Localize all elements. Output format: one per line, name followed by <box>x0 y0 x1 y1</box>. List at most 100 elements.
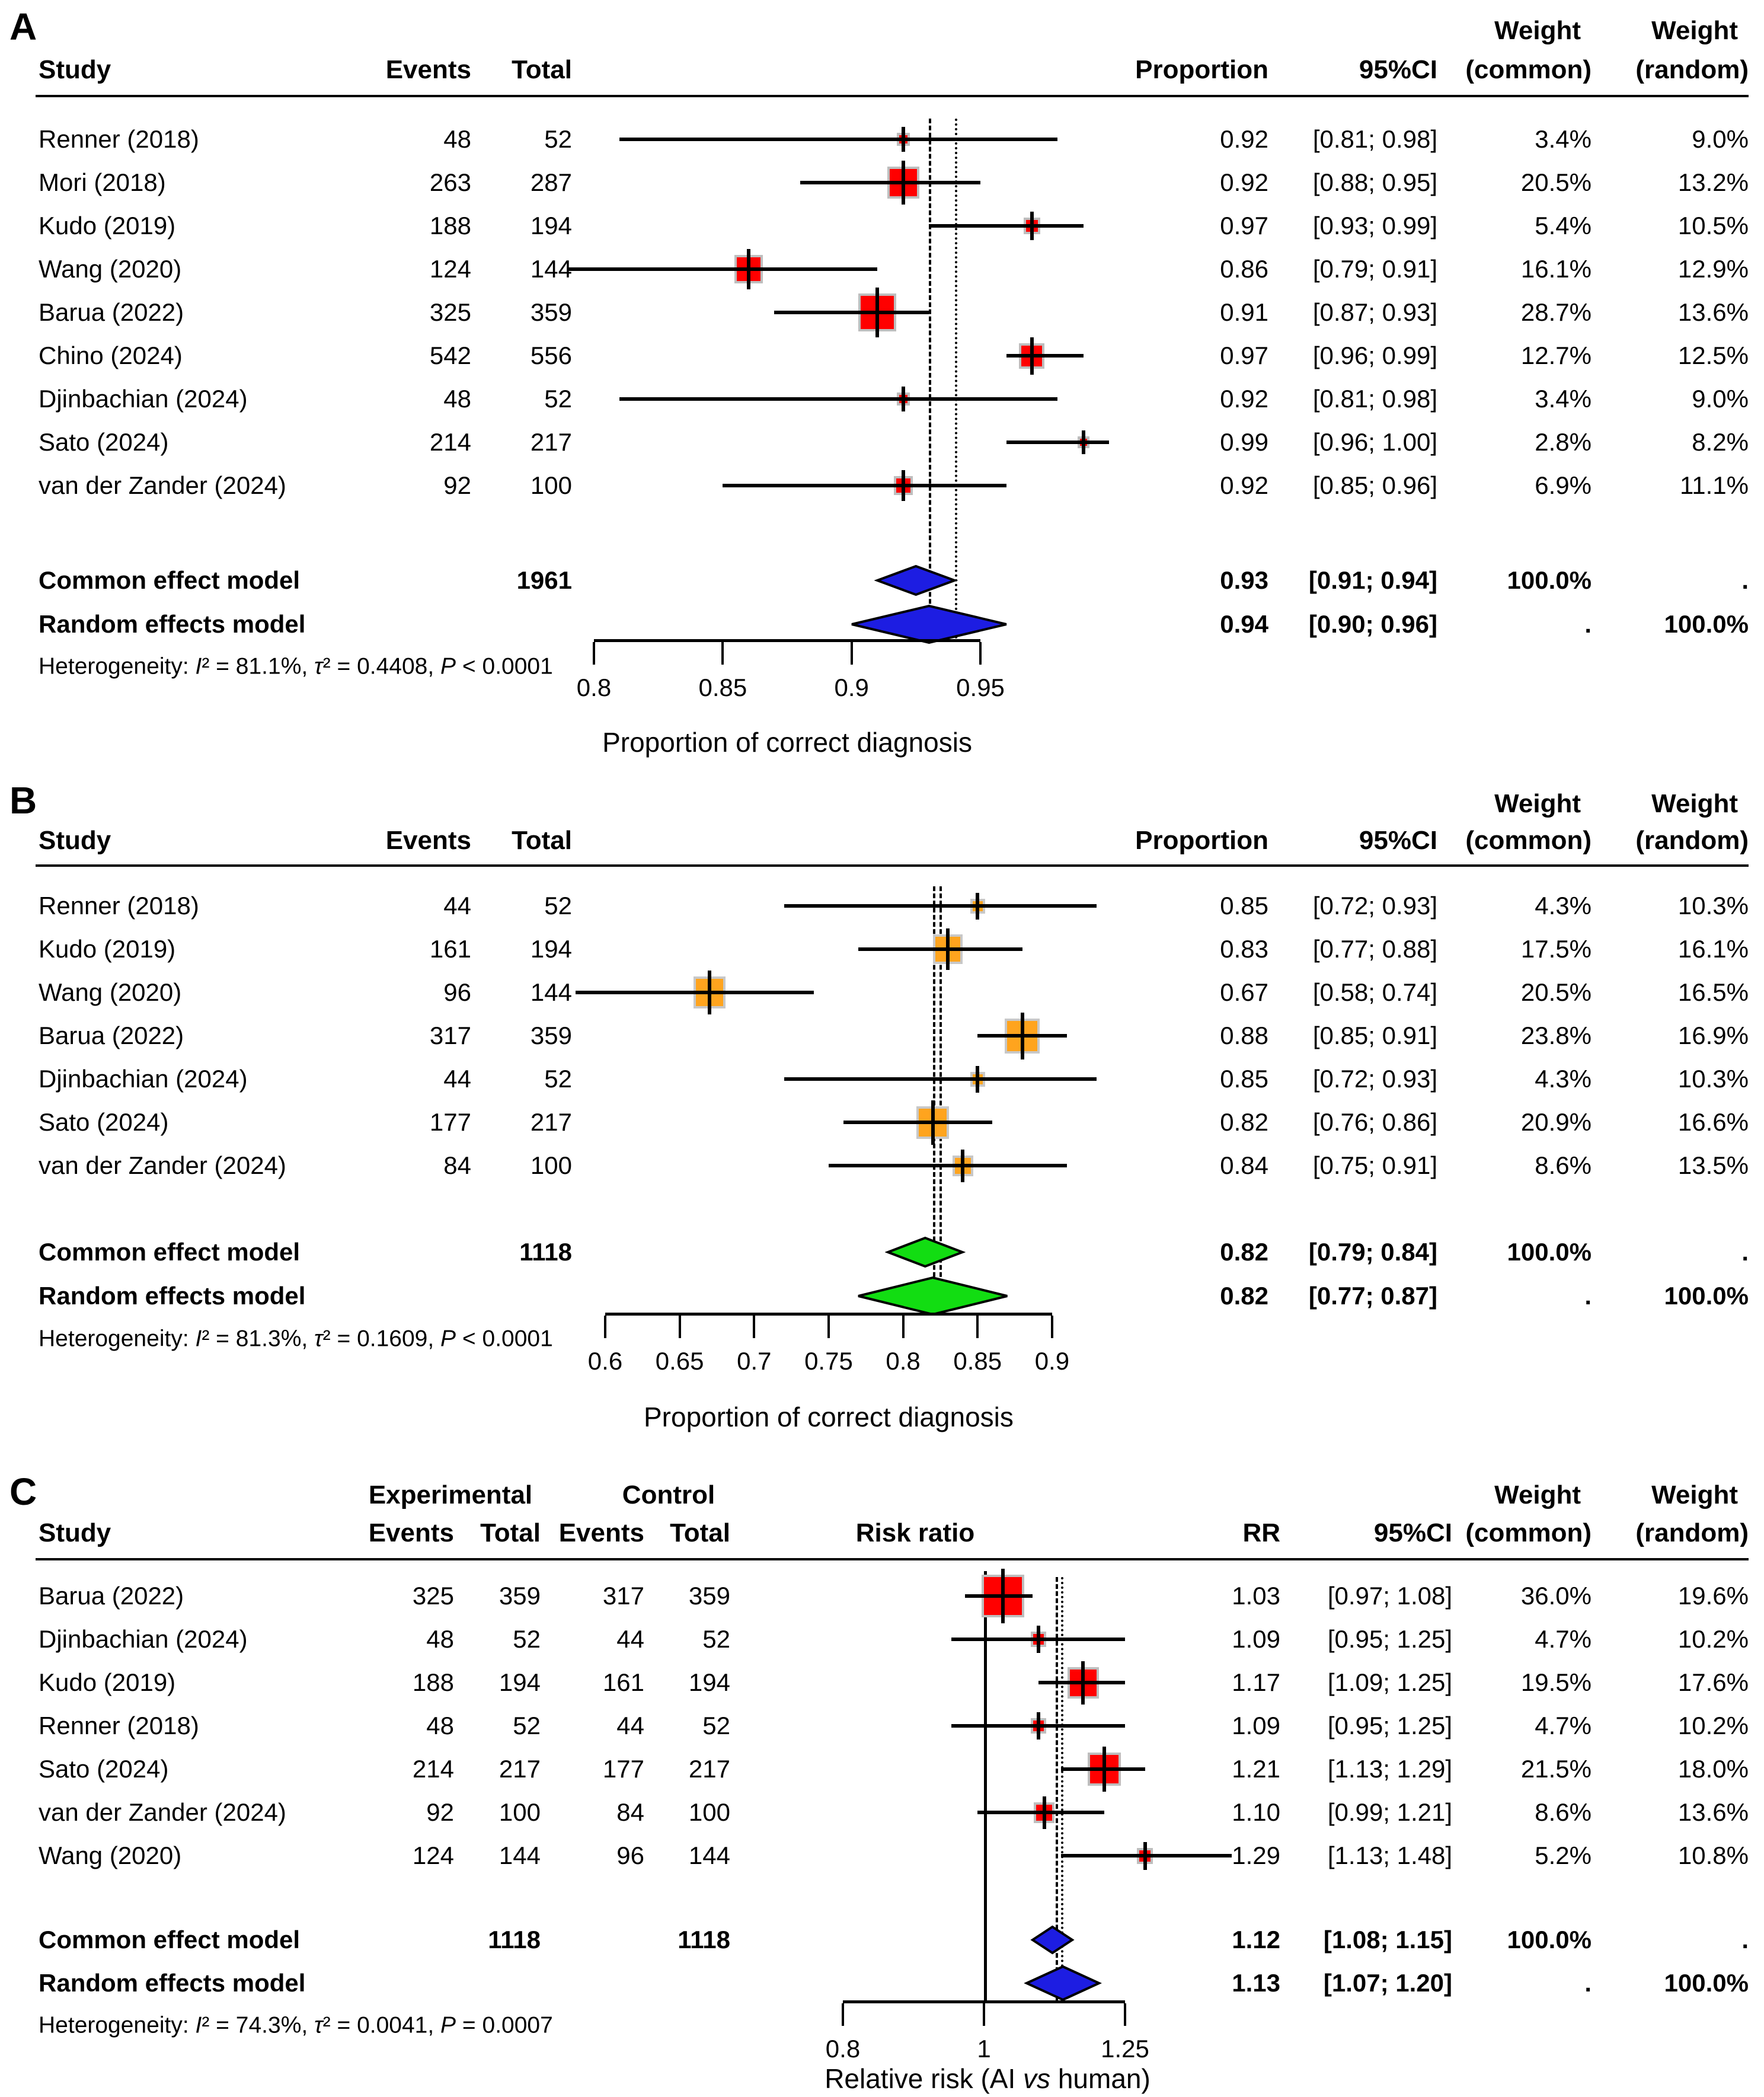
column-header-weight-common: Weight <box>1494 789 1581 818</box>
ci-whisker <box>784 904 1097 908</box>
column-header-common: (common) <box>1465 1518 1592 1547</box>
axis-tick-label: 0.8 <box>576 674 612 701</box>
summary-label-random: Random effects model <box>39 1969 306 1997</box>
study-events: 188 <box>429 212 471 240</box>
summary-ci: [1.08; 1.15] <box>1323 1926 1452 1954</box>
column-header-random: (random) <box>1635 55 1749 84</box>
column-header-events: Events <box>368 1518 454 1547</box>
column-header-weight-random: Weight <box>1651 1480 1738 1509</box>
study-events: 92 <box>426 1798 454 1826</box>
weight-common-value: 8.6% <box>1535 1798 1592 1826</box>
summary-label-common: Common effect model <box>39 1926 301 1954</box>
axis-tick-label: 0.7 <box>737 1347 772 1375</box>
heterogeneity-text: Heterogeneity: I² = 81.3%, τ² = 0.1609, … <box>39 1326 553 1352</box>
column-header-total: Total <box>480 1518 541 1547</box>
ci-whisker <box>843 1121 993 1124</box>
study-total: 52 <box>513 1712 541 1739</box>
weight-common-value: 19.5% <box>1520 1668 1592 1696</box>
study-name: Djinbachian (2024) <box>39 385 248 413</box>
column-header-ci: 95%CI <box>1359 826 1437 855</box>
study-name: Djinbachian (2024) <box>39 1065 248 1093</box>
weight-common-value: 6.9% <box>1535 471 1592 499</box>
study-total: 217 <box>530 428 572 456</box>
point-estimate-tick <box>901 161 905 205</box>
ci-text: [0.93; 0.99] <box>1312 212 1437 240</box>
point-estimate-tick <box>901 387 905 411</box>
axis-tick-label: 1 <box>977 2035 991 2063</box>
study-events: 48 <box>426 1712 454 1739</box>
study-events-control: 161 <box>602 1668 644 1696</box>
point-estimate-tick <box>1036 1626 1040 1653</box>
ci-text: [0.96; 0.99] <box>1312 341 1437 369</box>
study-events: 92 <box>443 471 471 499</box>
effect-value: 0.82 <box>1220 1108 1268 1136</box>
study-events: 325 <box>412 1582 454 1610</box>
column-header-study: Study <box>39 826 111 855</box>
study-events: 124 <box>412 1841 454 1869</box>
ci-text: [0.85; 0.96] <box>1312 471 1437 499</box>
study-total: 194 <box>498 1668 541 1696</box>
study-name: Chino (2024) <box>39 341 183 369</box>
column-header-total-control: Total <box>670 1518 730 1547</box>
summary-weight-common: . <box>1584 1969 1592 1997</box>
study-events-control: 317 <box>602 1582 644 1610</box>
weight-random-value: 12.9% <box>1677 255 1749 283</box>
effect-value: 0.97 <box>1220 341 1268 369</box>
summary-weight-random: . <box>1741 566 1749 594</box>
study-total-control: 52 <box>702 1712 730 1739</box>
summary-label-common: Common effect model <box>39 566 301 594</box>
study-name: Renner (2018) <box>39 892 199 920</box>
study-events: 214 <box>429 428 471 456</box>
weight-common-value: 23.8% <box>1520 1022 1592 1049</box>
study-name: Wang (2020) <box>39 255 182 283</box>
axis-tick-label: 0.85 <box>698 674 747 701</box>
study-total: 217 <box>498 1755 541 1783</box>
summary-total: 1118 <box>488 1926 541 1954</box>
study-events: 124 <box>429 255 471 283</box>
summary-ci: [0.79; 0.84] <box>1308 1238 1437 1266</box>
axis-tick-label: 0.75 <box>804 1347 853 1375</box>
study-name: Kudo (2019) <box>39 935 176 963</box>
weight-random-value: 10.8% <box>1677 1841 1749 1869</box>
effect-value: 1.29 <box>1232 1841 1280 1869</box>
axis-tick <box>983 2003 985 2026</box>
column-header-study: Study <box>39 55 111 84</box>
ci-whisker <box>929 224 1084 228</box>
weight-random-value: 18.0% <box>1677 1755 1749 1783</box>
ci-text: [0.72; 0.93] <box>1312 1065 1437 1093</box>
reference-line-common <box>929 119 932 639</box>
effect-value: 0.85 <box>1220 892 1268 920</box>
study-events: 84 <box>443 1151 471 1179</box>
study-total-control: 100 <box>688 1798 730 1826</box>
study-events-control: 44 <box>616 1625 644 1653</box>
summary-weight-common: . <box>1584 610 1592 638</box>
header-rule <box>36 864 1749 867</box>
column-header-weight-random: Weight <box>1651 16 1738 45</box>
summary-label-common: Common effect model <box>39 1238 301 1266</box>
study-name: Sato (2024) <box>39 1755 169 1783</box>
study-name: Barua (2022) <box>39 1022 184 1049</box>
study-name: Sato (2024) <box>39 428 169 456</box>
weight-random-value: 13.5% <box>1677 1151 1749 1179</box>
ci-whisker <box>774 311 929 314</box>
axis-tick <box>678 1316 681 1338</box>
ci-text: [0.77; 0.88] <box>1312 935 1437 963</box>
summary-diamond <box>858 1276 1008 1316</box>
weight-common-value: 5.4% <box>1535 212 1592 240</box>
axis-tick <box>593 642 595 665</box>
study-total: 52 <box>544 385 572 413</box>
summary-total: 1961 <box>516 566 572 594</box>
summary-ci: [0.91; 0.94] <box>1308 566 1437 594</box>
summary-value: 0.82 <box>1220 1282 1268 1310</box>
summary-value: 0.82 <box>1220 1238 1268 1266</box>
ci-text: [0.87; 0.93] <box>1312 298 1437 326</box>
effect-value: 0.84 <box>1220 1151 1268 1179</box>
point-estimate-tick <box>1030 337 1034 375</box>
heterogeneity-text: Heterogeneity: I² = 81.1%, τ² = 0.4408, … <box>39 653 553 679</box>
ci-whisker <box>723 484 1006 487</box>
axis-tick-label: 0.95 <box>956 674 1005 701</box>
point-estimate-tick <box>1102 1747 1107 1792</box>
axis-tick <box>753 1316 756 1338</box>
